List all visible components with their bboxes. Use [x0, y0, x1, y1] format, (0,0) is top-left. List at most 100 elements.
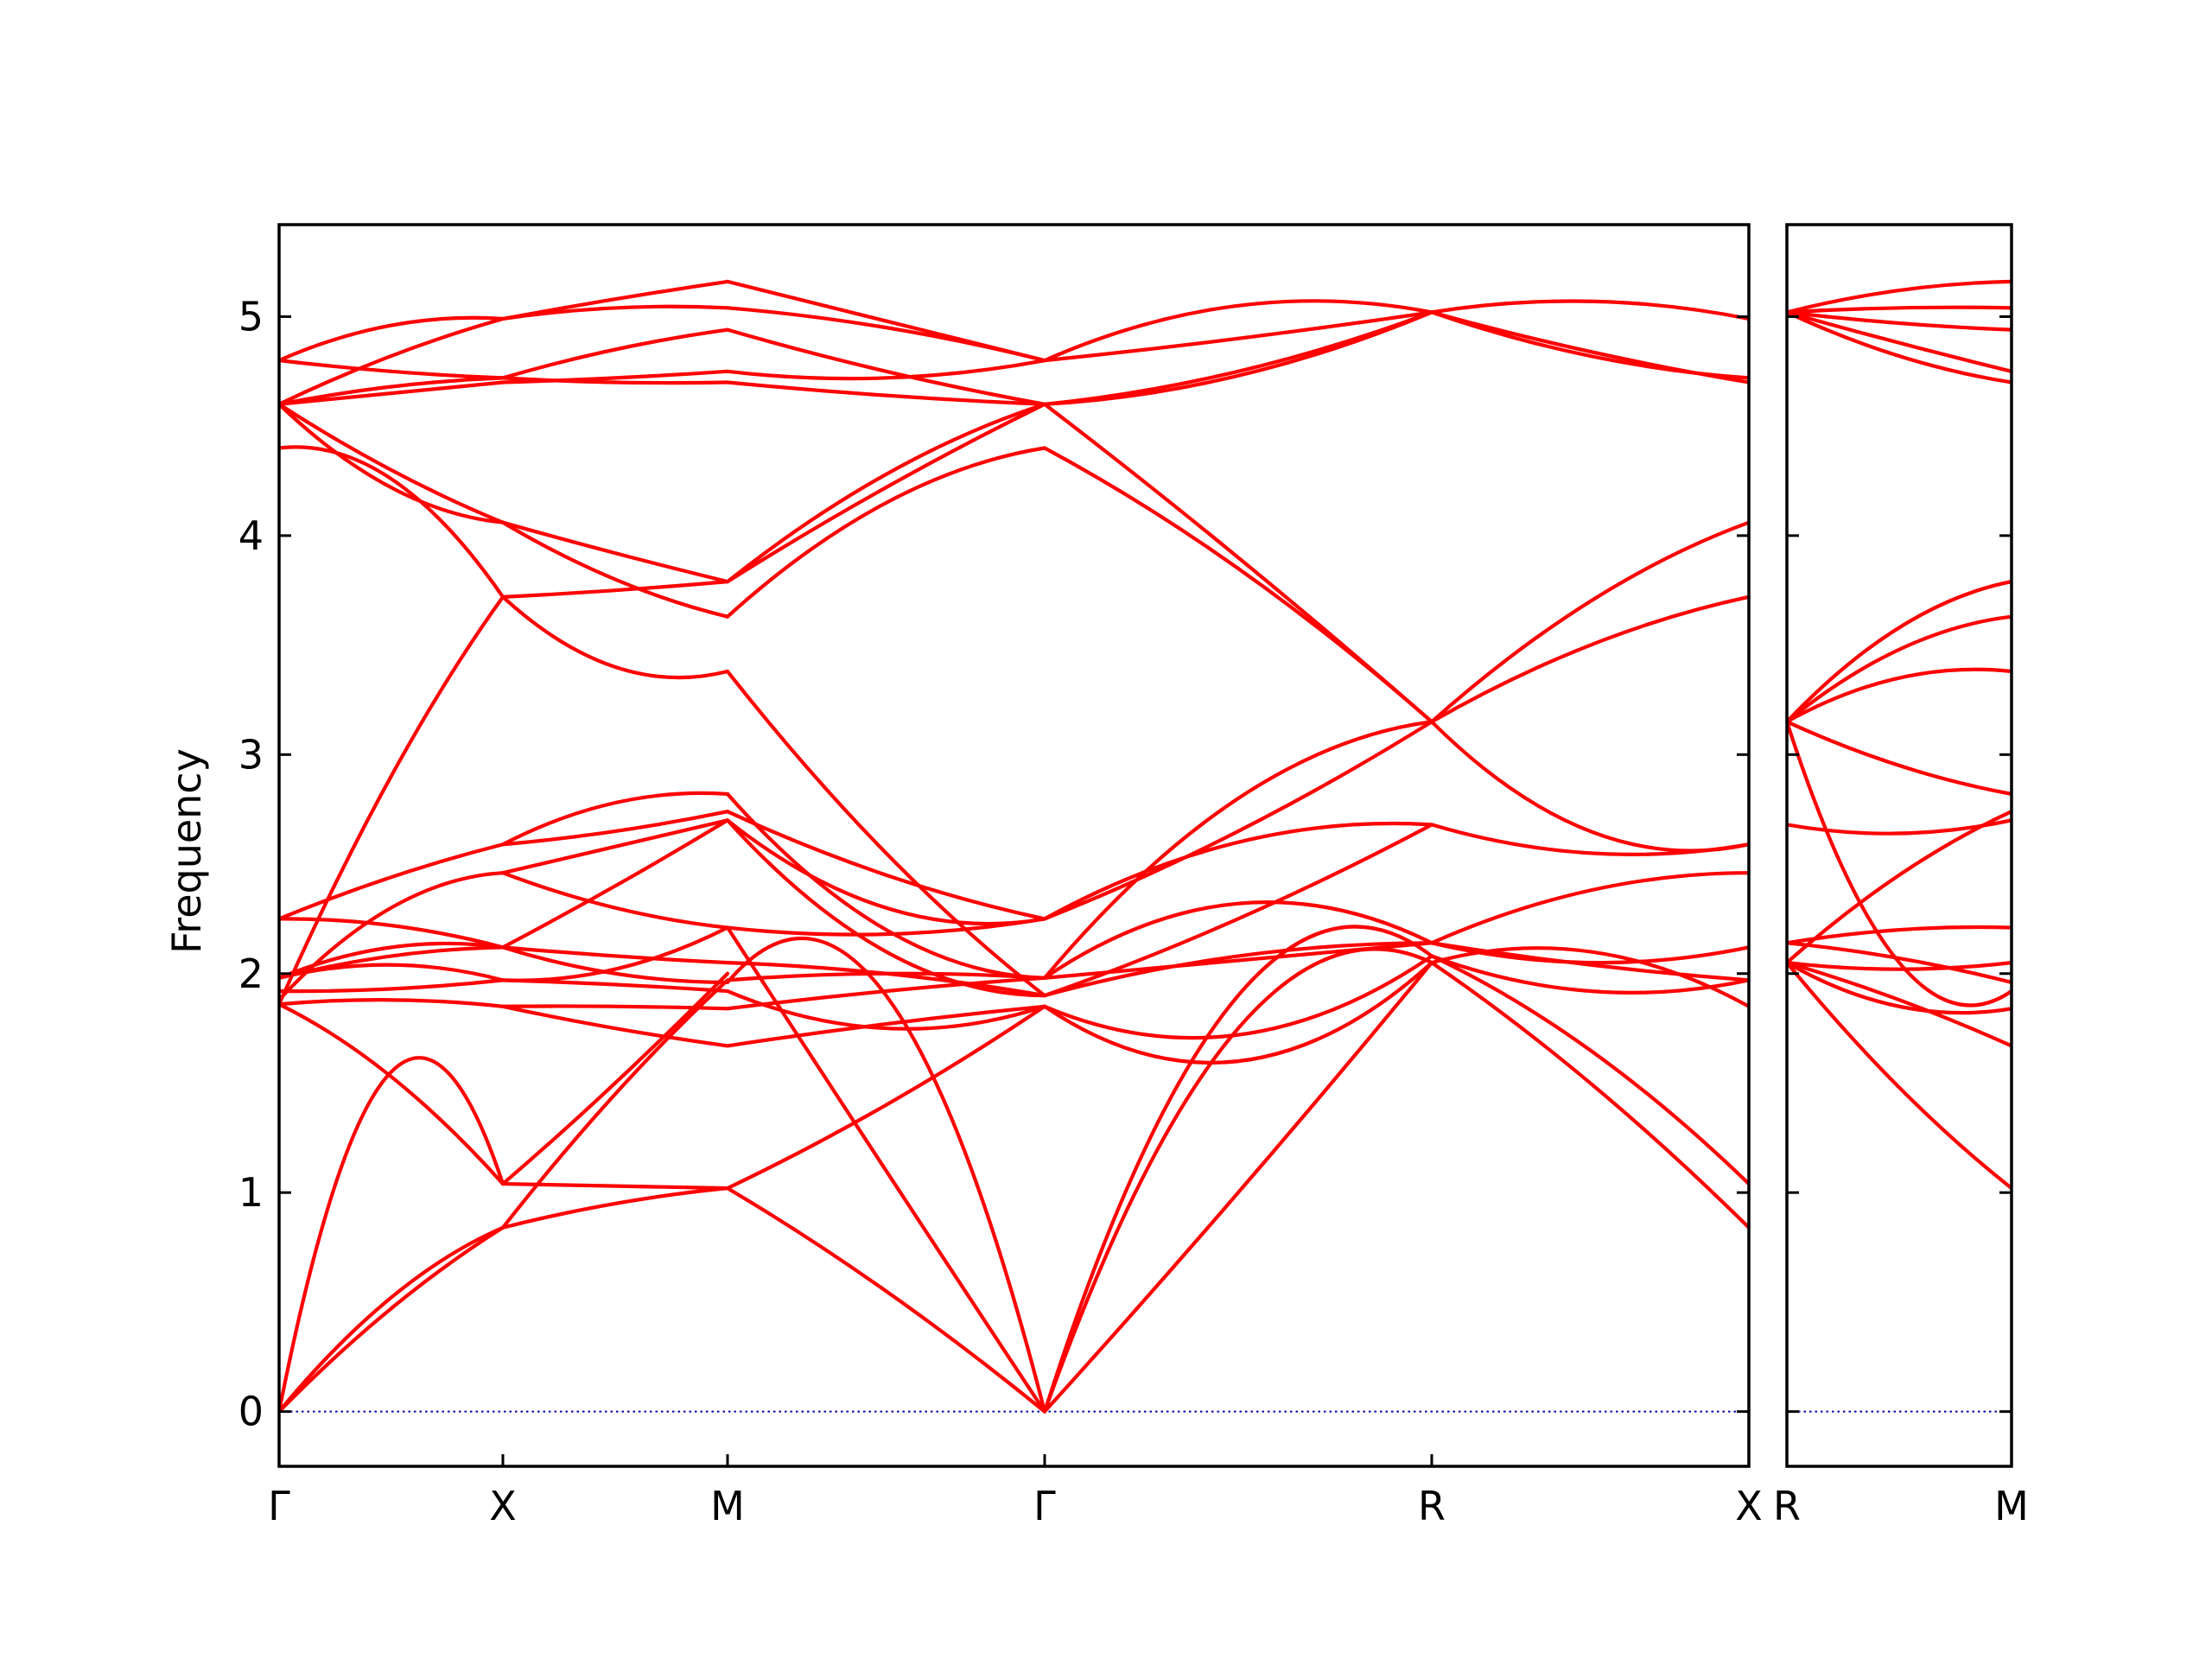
y-tick-label: 1 — [238, 1169, 264, 1216]
band-line — [279, 1056, 505, 1414]
band-line — [1042, 720, 1434, 921]
band-line — [500, 818, 730, 875]
band-line — [1042, 954, 1434, 1040]
y-tick-label: 4 — [238, 512, 264, 559]
band-line — [725, 988, 1047, 1031]
y-tick-label: 2 — [238, 950, 264, 997]
band-line — [279, 941, 505, 980]
x-tick-label: X — [1735, 1483, 1763, 1529]
band-line — [279, 871, 505, 1002]
x-tick-label: M — [710, 1483, 745, 1529]
band-line — [725, 279, 1047, 363]
band-line — [1429, 954, 1749, 1186]
band-line — [1042, 299, 1434, 363]
axes-frames — [277, 223, 2013, 1468]
band-line — [1429, 594, 1749, 724]
band-line — [500, 810, 730, 847]
band-panel-2 — [1787, 279, 2012, 1191]
band-line — [1429, 720, 1749, 853]
band-line — [279, 402, 505, 524]
x-tick-label: Γ — [1033, 1483, 1056, 1529]
x-tick-label: M — [1994, 1483, 2029, 1529]
band-line — [279, 380, 505, 406]
band-line — [1429, 299, 1749, 321]
band-line — [725, 359, 1047, 381]
band-line — [1787, 310, 2012, 332]
band-line — [725, 1004, 1047, 1191]
band-line — [279, 359, 505, 380]
band-line — [500, 818, 730, 950]
band-line — [725, 327, 1047, 406]
band-line — [725, 936, 1047, 1414]
band-line — [1429, 520, 1749, 724]
band-line — [1042, 310, 1434, 406]
band-line — [279, 1002, 505, 1186]
band-line — [500, 520, 730, 584]
band-line — [279, 945, 505, 980]
band-line — [1042, 720, 1434, 980]
band-line — [279, 594, 505, 1007]
band-line — [1787, 667, 2012, 724]
band-line — [279, 316, 505, 406]
band-line — [725, 446, 1047, 619]
band-line — [500, 580, 730, 599]
band-line — [1042, 900, 1434, 980]
band-line — [500, 369, 730, 385]
band-line — [500, 279, 730, 321]
y-tick-label: 3 — [238, 731, 264, 778]
band-line — [1042, 941, 1434, 998]
y-axis-label: Frequency — [163, 748, 210, 954]
band-line — [500, 520, 730, 619]
band-line — [725, 402, 1047, 584]
band-line — [500, 945, 730, 965]
band-line — [1787, 614, 2012, 724]
band-line — [725, 818, 1047, 998]
band-line — [500, 1004, 730, 1011]
band-line — [279, 445, 505, 599]
band-line — [725, 791, 1047, 980]
band-line — [1787, 960, 2012, 1015]
band-line — [1787, 941, 2012, 984]
band-line — [1787, 810, 2012, 965]
x-tick-label: R — [1773, 1483, 1801, 1529]
band-line — [1042, 310, 1434, 406]
axis-ticks — [277, 315, 2013, 1466]
band-line — [1042, 941, 1434, 980]
band-line — [279, 315, 505, 363]
band-line — [500, 1181, 730, 1191]
band-line — [279, 978, 505, 994]
band-line — [500, 791, 730, 847]
band-line — [1787, 305, 2012, 315]
band-line — [1429, 941, 1749, 965]
band-line — [725, 1186, 1047, 1414]
band-line — [1042, 446, 1434, 724]
band-line — [725, 402, 1047, 584]
band-line — [1787, 720, 2012, 797]
band-line — [1787, 960, 2012, 1191]
band-line — [279, 1225, 505, 1414]
band-line — [500, 1186, 730, 1230]
band-line — [725, 1004, 1047, 1048]
band-line — [725, 976, 1047, 1011]
band-line — [1429, 954, 1749, 995]
band-line — [500, 971, 730, 1186]
band-line — [725, 380, 1047, 406]
y-tick-label: 5 — [238, 293, 264, 340]
band-line — [1042, 925, 1434, 1414]
band-line — [1042, 821, 1434, 921]
band-line — [1042, 310, 1434, 363]
band-line — [1787, 279, 2012, 315]
band-line — [279, 998, 505, 1008]
band-line — [725, 818, 1047, 926]
band-line — [1787, 960, 2012, 1048]
x-tick-label: Γ — [268, 1483, 290, 1529]
band-line — [1042, 402, 1434, 724]
band-line — [1787, 310, 2012, 385]
band-line — [725, 306, 1047, 363]
band-line — [1787, 310, 2012, 373]
band-line — [1042, 960, 1434, 1414]
y-tick-label: 0 — [238, 1389, 264, 1435]
band-line — [279, 402, 505, 524]
band-line — [279, 1225, 505, 1414]
